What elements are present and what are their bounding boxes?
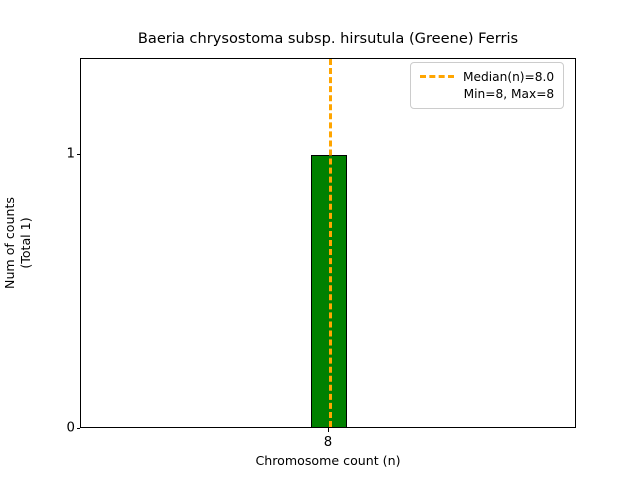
- legend-label-minmax: Min=8, Max=8: [463, 86, 555, 101]
- y-axis-label: Num of counts (Total 1): [0, 58, 36, 428]
- x-tick-mark: [328, 428, 329, 432]
- x-axis-label: Chromosome count (n): [255, 453, 401, 468]
- bar-layer: [81, 59, 575, 427]
- y-tick-label: 1: [66, 146, 75, 162]
- chart-title: Baeria chrysostoma subsp. hirsutula (Gre…: [137, 30, 519, 47]
- legend-text: Median(n)=8.0 Min=8, Max=8: [463, 69, 554, 102]
- y-tick-mark: [76, 428, 80, 429]
- chart-legend: Median(n)=8.0 Min=8, Max=8: [410, 62, 565, 109]
- x-tick-label: 8: [323, 435, 333, 450]
- y-axis-label-text: Num of counts (Total 1): [2, 197, 33, 289]
- bar: [310, 154, 348, 427]
- y-tick-label: 0: [66, 420, 75, 436]
- plot-area: [80, 58, 576, 428]
- median-line: [329, 59, 332, 427]
- legend-label-median: Median(n)=8.0: [463, 70, 555, 84]
- y-tick-mark: [76, 153, 80, 155]
- legend-dashed-line-icon: [420, 75, 454, 78]
